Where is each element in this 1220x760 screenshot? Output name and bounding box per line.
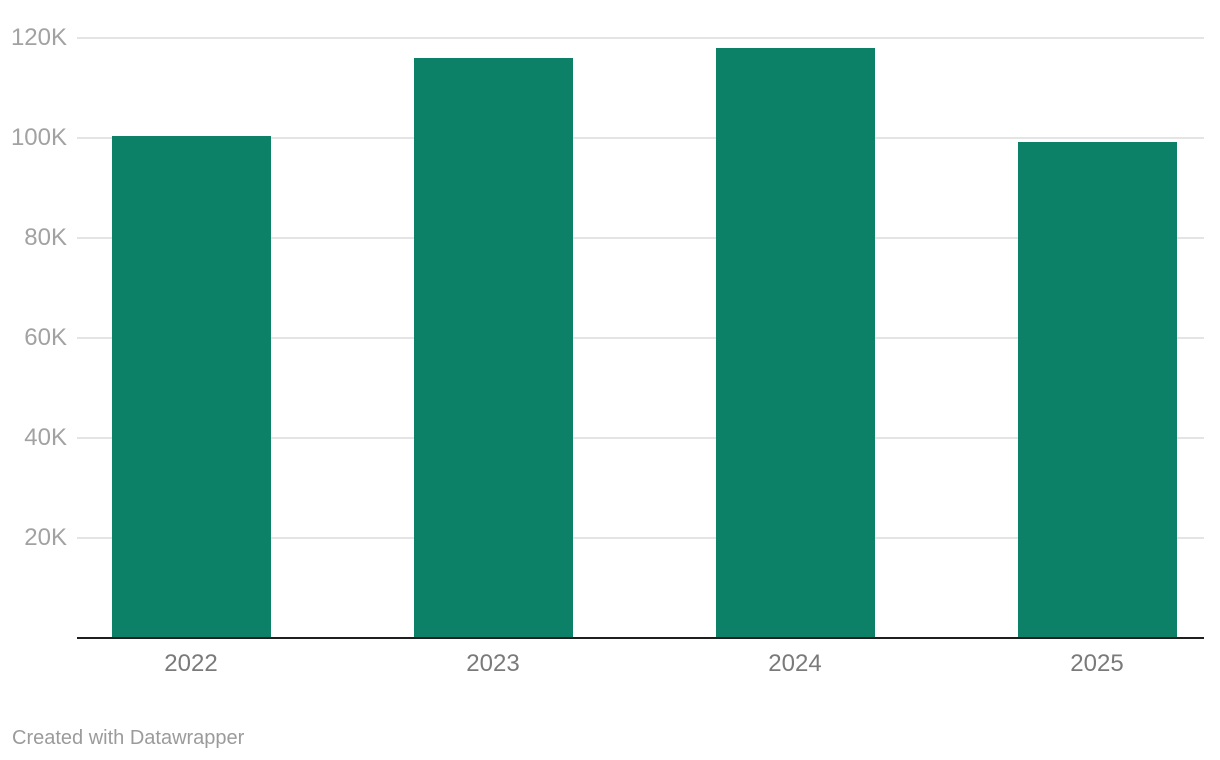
bar-2025 <box>1017 141 1177 638</box>
x-tick-label-2023: 2023 <box>466 650 520 677</box>
bar-2023 <box>413 58 573 638</box>
gridline-40K <box>77 437 1204 439</box>
gridline-60K <box>77 337 1204 339</box>
bar-2024 <box>715 48 875 638</box>
y-tick-label-80K: 80K <box>24 224 67 251</box>
gridline-80K <box>77 237 1204 239</box>
bar-2022 <box>111 136 271 638</box>
y-tick-label-20K: 20K <box>24 524 67 551</box>
y-tick-label-40K: 40K <box>24 424 67 451</box>
y-tick-label-120K: 120K <box>10 24 67 51</box>
gridline-100K <box>77 137 1204 139</box>
y-tick-label-60K: 60K <box>24 324 67 351</box>
x-tick-label-2024: 2024 <box>768 650 822 677</box>
y-tick-label-100K: 100K <box>10 124 67 151</box>
datawrapper-attribution-link[interactable]: Created with Datawrapper <box>12 727 245 749</box>
gridline-120K <box>77 37 1204 39</box>
x-axis-line <box>77 637 1204 639</box>
x-tick-label-2025: 2025 <box>1070 650 1124 677</box>
x-tick-label-2022: 2022 <box>164 650 218 677</box>
gridline-20K <box>77 537 1204 539</box>
